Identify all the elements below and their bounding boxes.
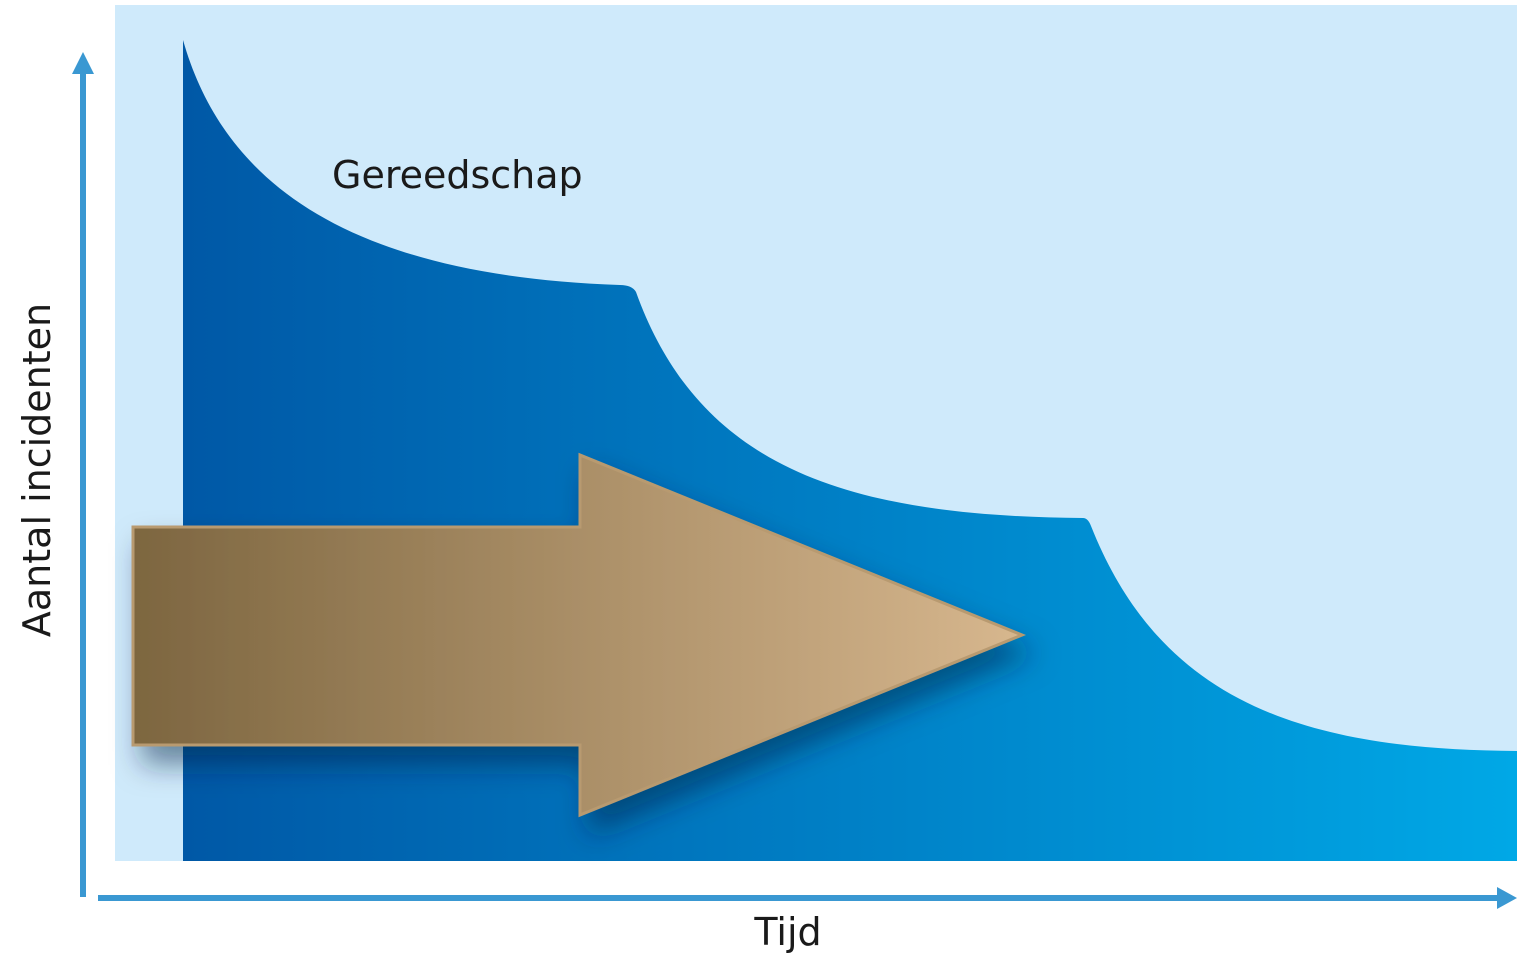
curve-label: Gereedschap xyxy=(332,153,583,197)
y-axis-arrowhead xyxy=(72,52,94,74)
x-axis-arrowhead xyxy=(1497,887,1517,909)
y-axis-label: Aantal incidenten xyxy=(15,303,59,637)
page: Gereedschap Aantal incidenten Tijd (() =… xyxy=(0,0,1517,957)
diagram: Gereedschap Aantal incidenten Tijd xyxy=(0,0,1517,957)
x-axis-label: Tijd xyxy=(753,910,821,954)
